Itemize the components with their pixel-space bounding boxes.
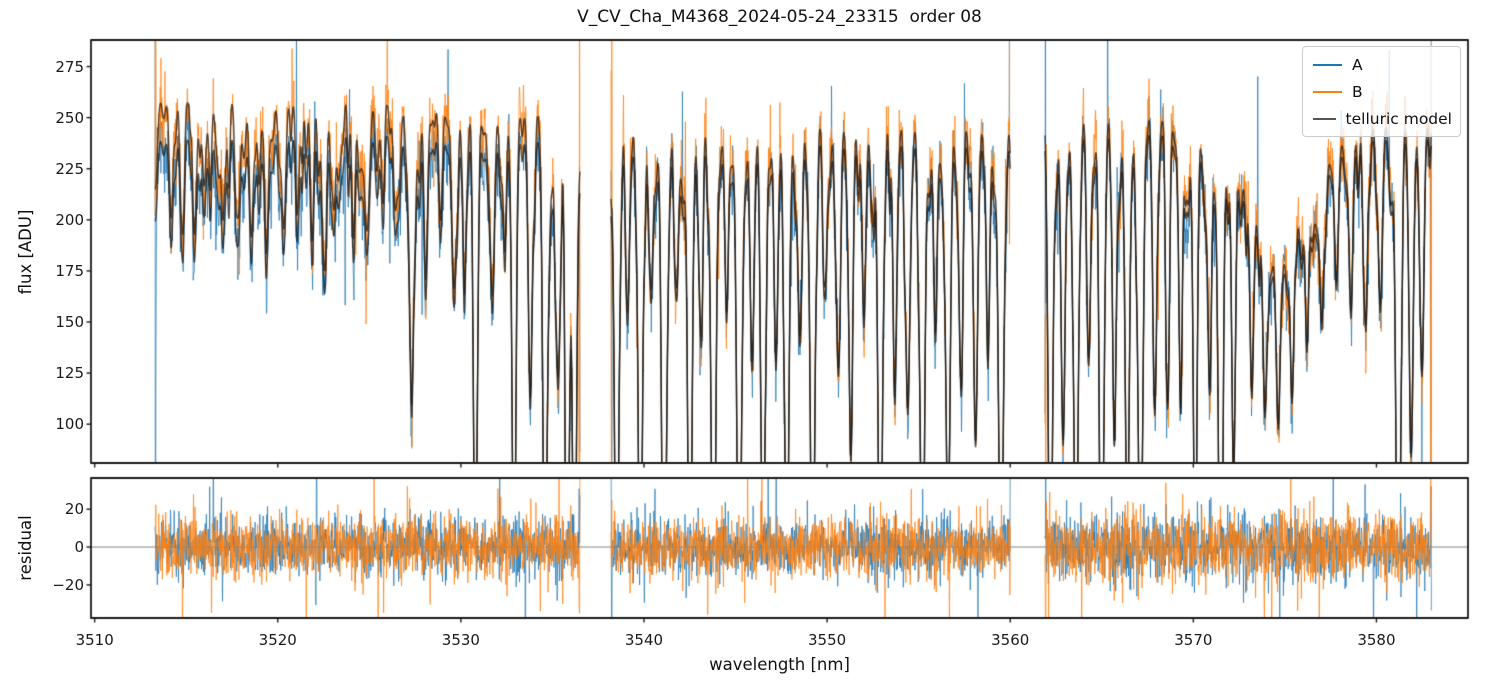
wavelength-tick-label: 3560 — [991, 631, 1030, 649]
flux-tick-label: 250 — [55, 108, 84, 127]
flux-axis-label: flux [ADU] — [16, 209, 35, 295]
wavelength-tick-label: 3530 — [441, 631, 480, 649]
legend-entry-telluric: telluric model — [1311, 106, 1452, 132]
flux-tick-label: 175 — [55, 261, 84, 280]
wavelength-tick-label: 3550 — [808, 631, 847, 649]
legend-label-a: A — [1352, 55, 1363, 74]
wavelength-tick-label: 3580 — [1357, 631, 1396, 649]
legend-label-telluric: telluric model — [1345, 109, 1452, 128]
flux-tick-label: 100 — [55, 415, 84, 434]
legend-entry-a: A — [1311, 52, 1452, 78]
legend-label-b: B — [1352, 82, 1363, 101]
wavelength-tick-label: 3540 — [624, 631, 664, 649]
residual-tick-label: −20 — [52, 575, 84, 594]
legend: A B telluric model — [1302, 46, 1461, 137]
flux-tick-label: 275 — [55, 57, 84, 76]
wavelength-tick-label: 3510 — [75, 631, 114, 649]
legend-entry-b: B — [1311, 79, 1452, 105]
flux-tick-label: 200 — [55, 210, 84, 229]
flux-tick-label: 225 — [55, 159, 84, 178]
wavelength-tick-label: 3570 — [1174, 631, 1213, 649]
flux-tick-label: 150 — [55, 313, 84, 331]
wavelength-axis-label: wavelength [nm] — [709, 655, 850, 674]
legend-line-b-icon — [1313, 90, 1342, 93]
flux-tick-label: 125 — [55, 364, 84, 383]
legend-line-a-icon — [1313, 63, 1342, 66]
residual-tick-label: 0 — [74, 538, 84, 557]
residual-tick-label: 20 — [64, 500, 84, 519]
wavelength-tick-label: 3520 — [258, 631, 297, 649]
legend-line-telluric-icon — [1313, 117, 1336, 120]
chart-title: V_CV_Cha_M4368_2024-05-24_23315 order 08 — [577, 7, 982, 27]
